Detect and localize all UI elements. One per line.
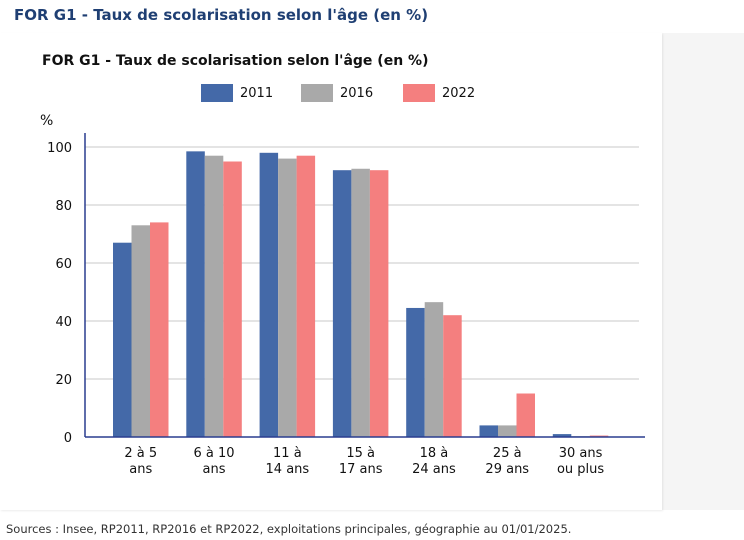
- legend-swatch: [201, 84, 233, 102]
- page-title: FOR G1 - Taux de scolarisation selon l'â…: [14, 6, 429, 24]
- y-tick-label: 40: [55, 315, 72, 330]
- y-tick-label: 80: [55, 199, 72, 214]
- legend-label: 2022: [442, 85, 476, 101]
- y-tick-label: 60: [55, 257, 72, 272]
- x-tick-label: 18 à: [420, 446, 449, 461]
- x-tick-label: ans: [129, 462, 152, 477]
- legend-label: 2011: [240, 85, 274, 101]
- x-tick-label: 2 à 5: [124, 446, 157, 461]
- bar-2011-6: [552, 434, 572, 437]
- x-tick-label: 11 à: [273, 446, 302, 461]
- y-axis-label: %: [40, 113, 54, 129]
- chart-panel: [0, 33, 662, 510]
- chart-title: FOR G1 - Taux de scolarisation selon l'â…: [42, 53, 429, 69]
- legend-swatch: [403, 84, 435, 102]
- legend-label: 2016: [340, 85, 374, 101]
- bar-2016-3: [351, 168, 370, 437]
- y-tick-label: 0: [64, 431, 72, 446]
- x-tick-label: 29 ans: [485, 462, 529, 477]
- x-tick-label: 14 ans: [266, 462, 310, 477]
- x-tick-label: ans: [203, 462, 226, 477]
- x-tick-label: 17 ans: [339, 462, 383, 477]
- bar-2011-4: [406, 307, 425, 437]
- bar-2022-2: [296, 155, 316, 437]
- bar-2011-3: [332, 170, 352, 437]
- x-tick-label: 24 ans: [412, 462, 456, 477]
- source-note: Sources : Insee, RP2011, RP2016 et RP202…: [6, 522, 572, 536]
- bar-2011-1: [186, 151, 205, 437]
- x-tick-label: 30 ans: [559, 446, 603, 461]
- legend-item-2016: 2016: [301, 84, 373, 102]
- bar-2022-1: [223, 161, 242, 437]
- bar-2016-5: [498, 425, 517, 437]
- bar-2016-4: [424, 302, 444, 437]
- bar-2016-2: [278, 158, 297, 437]
- bar-2016-0: [131, 225, 150, 437]
- bar-2011-0: [113, 242, 132, 437]
- background-strip: [662, 33, 744, 510]
- legend-item-2011: 2011: [201, 84, 273, 102]
- y-tick-label: 100: [47, 141, 72, 156]
- bar-2022-0: [150, 222, 169, 437]
- bar-2022-4: [443, 315, 462, 437]
- x-tick-label: 6 à 10: [194, 446, 235, 461]
- bar-2022-5: [516, 393, 535, 437]
- x-tick-label: ou plus: [557, 462, 604, 477]
- bar-2016-1: [204, 155, 224, 437]
- legend-swatch: [301, 84, 333, 102]
- x-tick-label: 25 à: [493, 446, 522, 461]
- y-tick-label: 20: [55, 373, 72, 388]
- bar-2022-3: [369, 170, 389, 437]
- bar-2011-2: [259, 152, 279, 438]
- legend-item-2022: 2022: [403, 84, 475, 102]
- bar-2011-5: [479, 425, 498, 437]
- x-tick-label: 15 à: [346, 446, 375, 461]
